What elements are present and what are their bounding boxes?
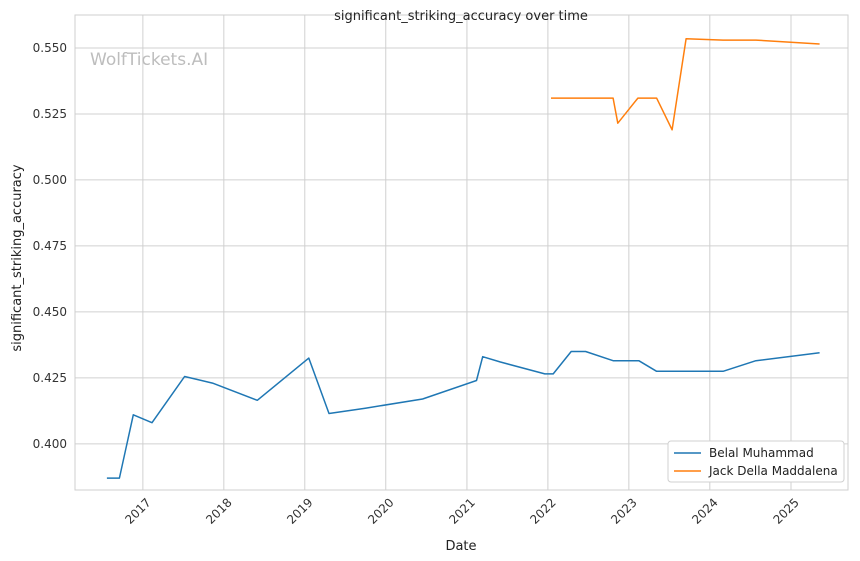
y-tick-label: 0.475 bbox=[33, 239, 67, 253]
x-tick-label: 2019 bbox=[284, 495, 315, 526]
y-axis-ticks: 0.400 0.425 0.450 0.475 0.500 0.525 0.550 bbox=[33, 41, 67, 451]
y-tick-label: 0.500 bbox=[33, 173, 67, 187]
y-axis-label: significant_striking_accuracy bbox=[10, 164, 25, 352]
legend-frame bbox=[667, 440, 845, 483]
x-tick-label: 2020 bbox=[365, 495, 396, 526]
x-tick-label: 2022 bbox=[527, 495, 558, 526]
watermark-text: WolfTickets.AI bbox=[90, 50, 208, 70]
plot-area-frame bbox=[74, 14, 849, 491]
y-tick-label: 0.450 bbox=[33, 305, 67, 319]
series-lines bbox=[106, 38, 820, 479]
legend-label-belal-muhammad: Belal Muhammad bbox=[709, 446, 814, 460]
x-axis-label: Date bbox=[445, 539, 476, 554]
x-tick-label: 2018 bbox=[203, 495, 234, 526]
x-tick-label: 2023 bbox=[608, 495, 639, 526]
y-tick-label: 0.525 bbox=[33, 107, 67, 121]
legend: Belal Muhammad Jack Della Maddalena bbox=[667, 440, 845, 483]
series-line-belal-muhammad bbox=[106, 350, 820, 479]
y-tick-label: 0.400 bbox=[33, 437, 67, 451]
grid bbox=[75, 15, 848, 490]
legend-label-jack-della-maddalena: Jack Della Maddalena bbox=[708, 464, 838, 478]
x-tick-label: 2021 bbox=[446, 495, 477, 526]
x-tick-label: 2025 bbox=[770, 495, 801, 526]
series-line-jack-della-maddalena bbox=[551, 38, 820, 131]
x-tick-label: 2024 bbox=[689, 495, 720, 526]
y-tick-label: 0.425 bbox=[33, 371, 67, 385]
y-tick-label: 0.550 bbox=[33, 41, 67, 55]
chart-title: significant_striking_accuracy over time bbox=[334, 9, 588, 24]
x-axis-ticks: 2017 2018 2019 2020 2021 2022 2023 2024 2025 bbox=[122, 495, 802, 526]
x-tick-label: 2017 bbox=[122, 495, 153, 526]
